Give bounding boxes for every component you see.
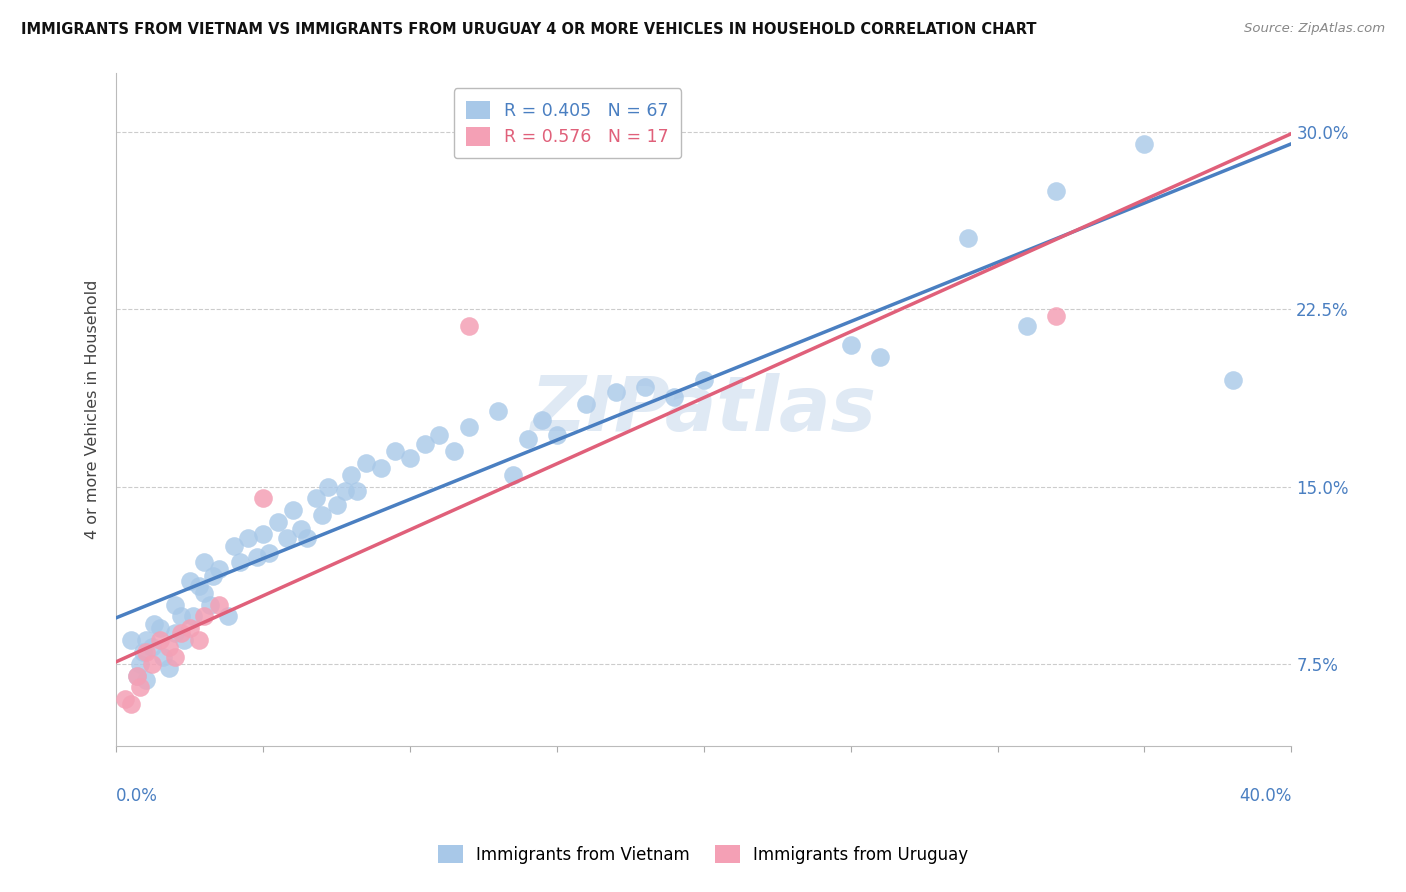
Point xyxy=(163,626,186,640)
Point xyxy=(193,555,215,569)
Point xyxy=(187,633,209,648)
Point xyxy=(228,555,250,569)
Point xyxy=(141,657,163,671)
Point xyxy=(413,437,436,451)
Point xyxy=(664,390,686,404)
Text: IMMIGRANTS FROM VIETNAM VS IMMIGRANTS FROM URUGUAY 4 OR MORE VEHICLES IN HOUSEHO: IMMIGRANTS FROM VIETNAM VS IMMIGRANTS FR… xyxy=(21,22,1036,37)
Point xyxy=(399,451,422,466)
Text: 40.0%: 40.0% xyxy=(1239,787,1291,805)
Y-axis label: 4 or more Vehicles in Household: 4 or more Vehicles in Household xyxy=(86,280,100,540)
Text: ZIPatlas: ZIPatlas xyxy=(531,373,877,447)
Point xyxy=(297,532,319,546)
Point xyxy=(193,586,215,600)
Point xyxy=(163,649,186,664)
Text: 0.0%: 0.0% xyxy=(117,787,157,805)
Point xyxy=(170,609,193,624)
Point xyxy=(1222,373,1244,387)
Point xyxy=(135,673,157,688)
Point xyxy=(1045,184,1067,198)
Point xyxy=(208,562,231,576)
Point xyxy=(157,661,180,675)
Point xyxy=(163,598,186,612)
Point xyxy=(125,668,148,682)
Point xyxy=(217,609,239,624)
Point xyxy=(305,491,328,506)
Point xyxy=(222,539,245,553)
Point xyxy=(575,397,598,411)
Point xyxy=(114,692,136,706)
Point xyxy=(384,444,406,458)
Point xyxy=(187,579,209,593)
Point xyxy=(143,616,166,631)
Point xyxy=(634,380,657,394)
Point xyxy=(179,574,201,588)
Point xyxy=(276,532,298,546)
Point xyxy=(200,598,222,612)
Point xyxy=(325,499,347,513)
Point xyxy=(957,231,980,245)
Point xyxy=(181,609,204,624)
Legend: Immigrants from Vietnam, Immigrants from Uruguay: Immigrants from Vietnam, Immigrants from… xyxy=(432,838,974,871)
Point xyxy=(141,640,163,655)
Point xyxy=(120,697,142,711)
Point xyxy=(149,633,172,648)
Point xyxy=(346,484,368,499)
Point xyxy=(257,546,280,560)
Point xyxy=(693,373,716,387)
Point xyxy=(193,609,215,624)
Point xyxy=(281,503,304,517)
Point xyxy=(605,384,627,399)
Point xyxy=(311,508,333,522)
Point xyxy=(335,484,357,499)
Text: Source: ZipAtlas.com: Source: ZipAtlas.com xyxy=(1244,22,1385,36)
Point xyxy=(149,621,172,635)
Point xyxy=(128,681,150,695)
Point xyxy=(267,515,290,529)
Point xyxy=(290,522,312,536)
Point xyxy=(457,420,479,434)
Point xyxy=(252,526,274,541)
Point xyxy=(246,550,269,565)
Point xyxy=(486,404,509,418)
Point xyxy=(516,432,538,446)
Point xyxy=(316,479,339,493)
Point xyxy=(125,668,148,682)
Point xyxy=(1015,318,1038,333)
Point xyxy=(354,456,377,470)
Point xyxy=(443,444,465,458)
Point xyxy=(135,645,157,659)
Point xyxy=(252,491,274,506)
Point xyxy=(152,649,174,664)
Point xyxy=(157,640,180,655)
Point xyxy=(202,569,225,583)
Legend: R = 0.405   N = 67, R = 0.576   N = 17: R = 0.405 N = 67, R = 0.576 N = 17 xyxy=(454,88,681,158)
Point xyxy=(208,598,231,612)
Point xyxy=(132,645,155,659)
Point xyxy=(135,633,157,648)
Point xyxy=(457,318,479,333)
Point xyxy=(238,532,260,546)
Point xyxy=(173,633,195,648)
Point xyxy=(1045,310,1067,324)
Point xyxy=(179,621,201,635)
Point xyxy=(128,657,150,671)
Point xyxy=(531,413,554,427)
Point xyxy=(869,350,891,364)
Point xyxy=(120,633,142,648)
Point xyxy=(839,337,862,351)
Point xyxy=(1133,136,1156,151)
Point xyxy=(340,467,363,482)
Point xyxy=(502,467,524,482)
Point xyxy=(370,460,392,475)
Point xyxy=(429,427,451,442)
Point xyxy=(546,427,568,442)
Point xyxy=(170,626,193,640)
